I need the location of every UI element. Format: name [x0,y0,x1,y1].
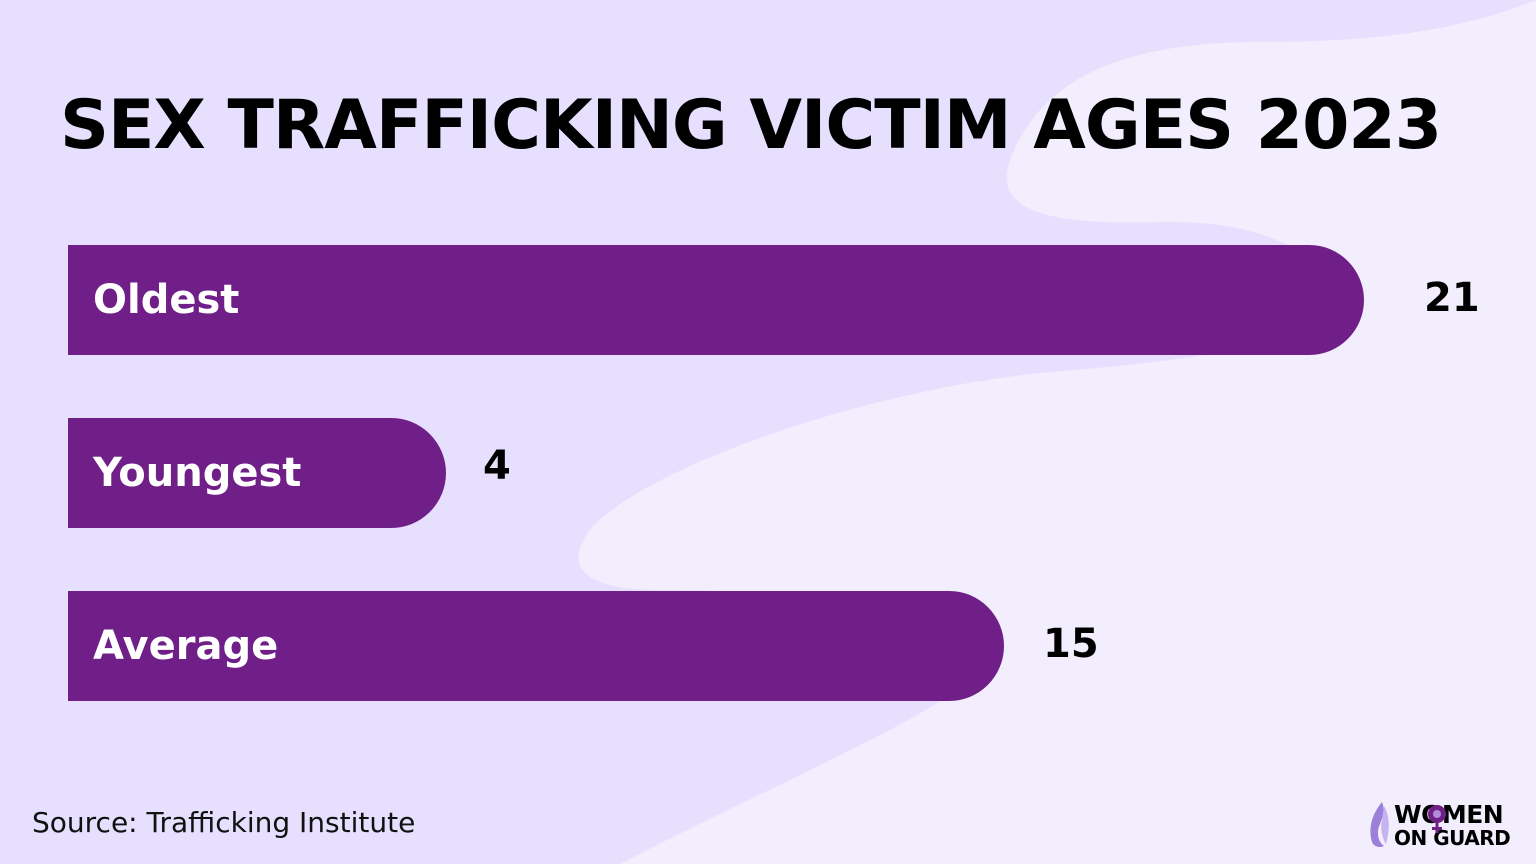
chart-title: SEX TRAFFICKING VICTIM AGES 2023 [60,86,1442,165]
logo-line-1: WOMEN [1394,800,1504,829]
bar-label-average: Average [93,623,279,669]
bar-value-oldest: 21 [1424,275,1480,321]
bar-value-average: 15 [1043,621,1099,667]
woman-silhouette-icon [1370,802,1389,847]
bar-label-oldest: Oldest [93,277,240,323]
source-note: Source: Trafficking Institute [32,806,416,839]
logo-line-2: ON GUARD [1394,826,1511,850]
bar-value-youngest: 4 [483,443,511,489]
women-on-guard-logo: WOMEN ON GUARD [1368,800,1520,850]
bar-youngest: Youngest [68,418,446,528]
bar-average: Average [68,591,1004,701]
bar-label-youngest: Youngest [93,450,302,496]
bar-oldest: Oldest [68,245,1364,355]
female-symbol-icon [1428,805,1446,833]
